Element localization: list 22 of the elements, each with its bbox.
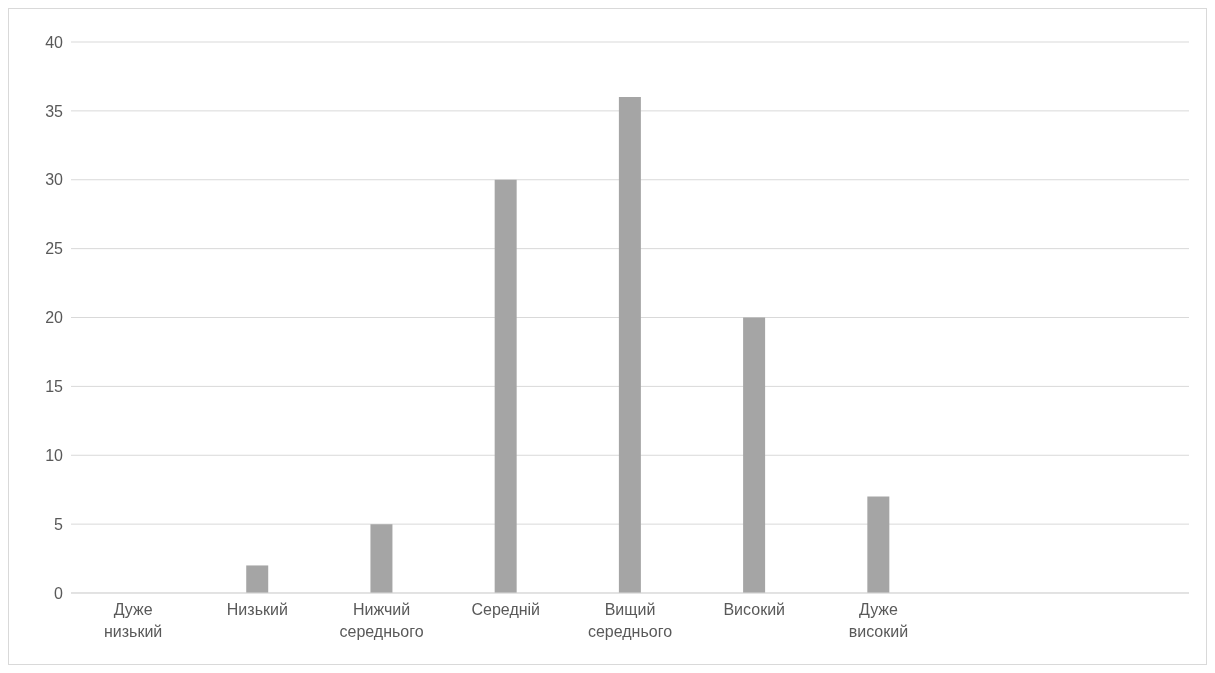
x-tick-label: Нижчий середнього (339, 601, 424, 640)
x-tick-label: Дуже високий (848, 601, 909, 640)
x-tick-label: Середній (471, 601, 541, 618)
bar (370, 524, 393, 593)
x-tick-label: Дуже низький (103, 601, 163, 640)
x-tick-label: Високий (723, 601, 785, 618)
y-tick-label: 25 (45, 240, 64, 258)
bar (867, 496, 890, 593)
y-tick-label: 0 (54, 584, 64, 602)
y-tick-label: 35 (45, 102, 64, 120)
bar (743, 317, 766, 593)
bar (494, 179, 517, 593)
y-tick-label: 30 (45, 171, 64, 189)
x-tick-label: Низький (226, 601, 288, 618)
bar (618, 97, 641, 593)
y-tick-label: 5 (54, 515, 64, 533)
x-tick-label: Вищий середнього (587, 601, 673, 640)
bar (246, 565, 269, 593)
y-tick-label: 10 (45, 446, 64, 464)
y-tick-label: 40 (45, 33, 64, 51)
y-tick-label: 20 (45, 309, 64, 327)
y-tick-label: 15 (45, 378, 64, 396)
